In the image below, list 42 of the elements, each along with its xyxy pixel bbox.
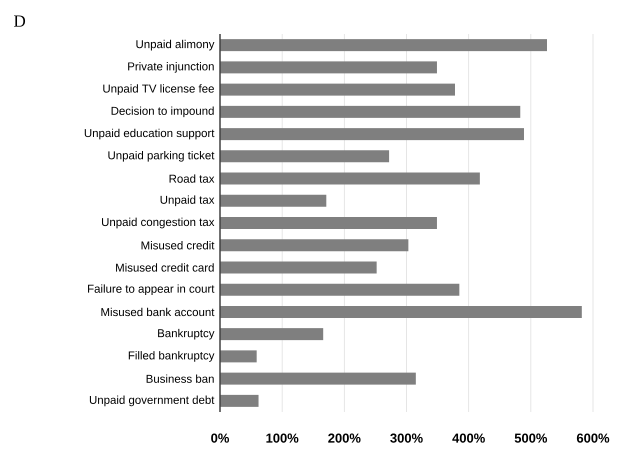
text: D — [14, 16, 26, 27]
bar — [220, 106, 520, 118]
bar — [220, 128, 524, 140]
bar — [220, 172, 480, 185]
x-tick-label: 600% — [576, 434, 610, 443]
bar — [220, 239, 408, 252]
y-tick-label: Unpaid congestion tax — [102, 218, 214, 228]
y-tick-label: Misused credit — [142, 241, 214, 250]
y-tick-label: Unpaid education support — [84, 128, 214, 140]
bar — [220, 372, 416, 385]
bar — [220, 261, 377, 274]
y-tick-label: Filled bankruptcy — [128, 351, 214, 362]
bar — [220, 306, 582, 318]
x-tick-label: 400% — [452, 434, 485, 443]
y-tick-label: Private injunction — [128, 62, 214, 73]
y-tick-label: Business ban — [146, 374, 214, 383]
bar — [220, 194, 326, 207]
bar — [220, 61, 437, 74]
y-tick-label: Unpaid government debt — [90, 396, 214, 406]
x-tick-label: 500% — [514, 434, 548, 443]
x-tick-label: 0% — [211, 434, 230, 443]
y-tick-label: Road tax — [170, 174, 214, 183]
x-tick-label: 300% — [390, 434, 423, 443]
bar — [220, 150, 390, 162]
x-tick-label: 100% — [266, 434, 298, 443]
x-tick-label: 200% — [328, 434, 361, 443]
y-tick-label: Failure to appear in court — [88, 284, 214, 296]
y-tick-label: Unpaid tax — [160, 195, 214, 206]
y-tick-label: Unpaid TV license fee — [103, 84, 214, 95]
y-tick-label: Bankruptcy — [158, 328, 214, 340]
bar — [220, 394, 259, 407]
bar — [220, 328, 324, 340]
bar — [220, 217, 437, 230]
y-tick-label: Misused credit card — [116, 263, 214, 272]
bar — [220, 284, 460, 296]
bar — [220, 39, 547, 52]
y-tick-label: Decision to impound — [112, 106, 214, 118]
y-tick-label: Unpaid alimony — [136, 40, 214, 50]
y-tick-label: Unpaid parking ticket — [108, 150, 214, 162]
bar — [220, 84, 455, 96]
y-tick-label: Misused bank account — [101, 308, 214, 316]
bar — [220, 350, 257, 362]
